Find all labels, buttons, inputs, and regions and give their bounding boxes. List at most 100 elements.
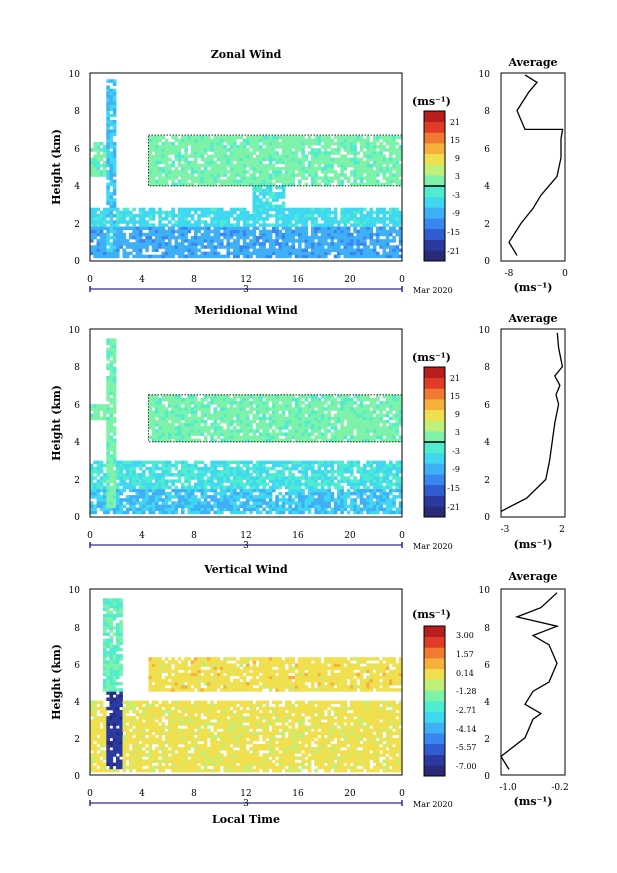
- heatmap-cell: [327, 160, 331, 165]
- heatmap-cell: [255, 248, 260, 252]
- heatmap-cell: [161, 426, 166, 430]
- heatmap-cell: [294, 435, 299, 439]
- heatmap-cell: [239, 214, 244, 218]
- heatmap-cell: [236, 254, 240, 259]
- heatmap-cell: [353, 239, 357, 243]
- heatmap-cell: [158, 160, 162, 165]
- heatmap-cell: [233, 157, 237, 162]
- heatmap-cell: [207, 141, 211, 146]
- heatmap-cell: [363, 407, 367, 411]
- heatmap-cell: [226, 394, 231, 399]
- heatmap-cell: [389, 485, 393, 490]
- heatmap-cell: [366, 488, 370, 493]
- heatmap-cell: [307, 245, 312, 249]
- heatmap-cell: [330, 435, 335, 439]
- heatmap-cell: [236, 423, 240, 427]
- heatmap-cell: [109, 132, 114, 136]
- heatmap-cell: [181, 254, 185, 259]
- heatmap-cell: [275, 410, 279, 414]
- heatmap-cell: [385, 432, 390, 436]
- heatmap-cell: [207, 404, 211, 408]
- heatmap-cell: [320, 248, 325, 252]
- heatmap-cell: [376, 510, 380, 515]
- heatmap-cell: [333, 438, 338, 443]
- heatmap-cell: [96, 170, 101, 174]
- heatmap-cell: [376, 167, 380, 171]
- heatmap-cell: [148, 397, 153, 402]
- heatmap-cell: [148, 501, 153, 505]
- heatmap-cell: [275, 251, 279, 256]
- heatmap-cell: [213, 254, 218, 259]
- heatmap-cell: [184, 401, 188, 405]
- heatmap-cell: [109, 198, 114, 202]
- heatmap-cell: [112, 448, 117, 452]
- heatmap-cell: [275, 419, 279, 424]
- heatmap-cell: [314, 470, 318, 474]
- heatmap-cell: [337, 413, 341, 418]
- heatmap-cell: [109, 460, 114, 465]
- heatmap-cell: [356, 463, 361, 468]
- heatmap-cell: [148, 416, 153, 421]
- heatmap-cell: [281, 413, 286, 418]
- heatmap-cell: [213, 154, 218, 158]
- heatmap-cell: [359, 141, 364, 146]
- heatmap-cell: [249, 245, 253, 249]
- heatmap-cell: [278, 491, 283, 496]
- heatmap-cell: [249, 167, 253, 171]
- heatmap-cell: [376, 426, 380, 430]
- heatmap-cell: [174, 157, 179, 162]
- heatmap-cell: [106, 473, 110, 477]
- heatmap-cell: [177, 254, 182, 259]
- heatmap-cell: [223, 466, 227, 471]
- heatmap-cell: [259, 242, 263, 246]
- heatmap-cell: [148, 151, 153, 155]
- heatmap-cell: [93, 413, 97, 418]
- heatmap-cell: [239, 245, 244, 249]
- heatmap-cell: [200, 473, 205, 477]
- heatmap-cell: [262, 419, 266, 424]
- heatmap-cell: [268, 460, 273, 465]
- heatmap-cell: [389, 214, 393, 218]
- heatmap-cell: [119, 226, 123, 230]
- heatmap-cell: [385, 435, 390, 439]
- heatmap-cell: [301, 160, 305, 165]
- heatmap-cell: [285, 151, 289, 155]
- heatmap-cell: [294, 482, 299, 486]
- heatmap-cell: [311, 151, 315, 155]
- heatmap-cell: [281, 245, 286, 249]
- heatmap-cell: [392, 173, 396, 177]
- heatmap-cell: [294, 223, 299, 227]
- heatmap-cell: [181, 401, 185, 405]
- heatmap-cell: [314, 245, 318, 249]
- heatmap-cell: [301, 410, 305, 414]
- heatmap-cell: [389, 179, 393, 183]
- heatmap-cell: [395, 148, 400, 152]
- heatmap-cell: [343, 404, 348, 408]
- heatmap-cell: [255, 204, 260, 209]
- heatmap-cell: [255, 470, 260, 474]
- heatmap-cell: [103, 495, 107, 499]
- heatmap-cell: [216, 401, 221, 405]
- heatmap-cell: [109, 107, 114, 111]
- heatmap-cell: [151, 242, 156, 246]
- heatmap-cell: [242, 473, 247, 477]
- heatmap-cell: [311, 501, 315, 505]
- heatmap-cell: [171, 207, 175, 212]
- heatmap-cell: [155, 248, 159, 252]
- heatmap-cell: [168, 251, 172, 256]
- heatmap-cell: [333, 235, 338, 240]
- heatmap-cell: [255, 220, 260, 224]
- heatmap-cell: [242, 423, 247, 427]
- heatmap-cell: [346, 214, 351, 218]
- heatmap-cell: [168, 173, 172, 177]
- heatmap-cell: [106, 410, 110, 414]
- heatmap-cell: [187, 470, 192, 474]
- heatmap-cell: [372, 210, 377, 215]
- heatmap-cell: [268, 495, 273, 499]
- heatmap-cell: [346, 151, 351, 155]
- heatmap-cell: [177, 432, 182, 436]
- colorbar-segment: [424, 111, 445, 122]
- heatmap-cell: [161, 245, 166, 249]
- heatmap-cell: [138, 242, 143, 246]
- heatmap-cell: [99, 407, 104, 411]
